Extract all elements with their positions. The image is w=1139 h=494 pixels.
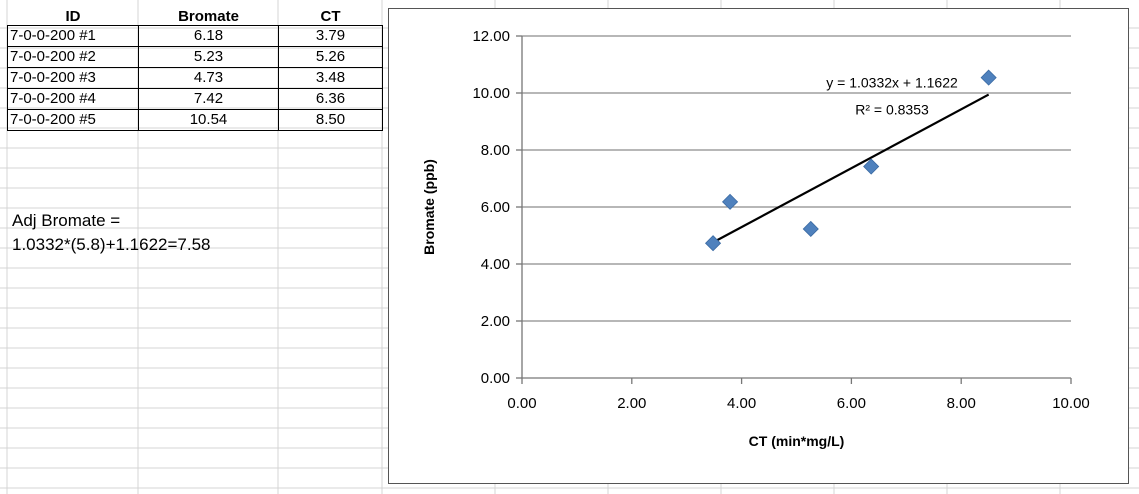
cell-bromate[interactable]: 6.18 bbox=[138, 25, 279, 47]
header-id[interactable]: ID bbox=[7, 8, 139, 26]
adjusted-bromate-formula: 1.0332*(5.8)+1.1622=7.58 bbox=[12, 235, 211, 254]
y-tick-label: 0.00 bbox=[481, 370, 510, 387]
data-point[interactable] bbox=[802, 220, 819, 238]
y-axis-ticks: 0.00 2.00 4.00 6.00 8.00 10.00 12.00 bbox=[472, 28, 522, 387]
x-tick-label: 8.00 bbox=[947, 395, 976, 412]
gridlines bbox=[522, 35, 1071, 322]
table-row: 7-0-0-200 #5 10.54 8.50 bbox=[7, 109, 383, 131]
cell-ct[interactable]: 8.50 bbox=[278, 109, 383, 131]
cell-id[interactable]: 7-0-0-200 #1 bbox=[7, 25, 139, 47]
adjusted-bromate-line1: Adj Bromate = bbox=[12, 211, 121, 230]
cell-bromate[interactable]: 4.73 bbox=[138, 67, 279, 89]
table-row: 7-0-0-200 #3 4.73 3.48 bbox=[7, 67, 383, 89]
cell-bromate[interactable]: 5.23 bbox=[138, 46, 279, 68]
table-row: 7-0-0-200 #2 5.23 5.26 bbox=[7, 46, 383, 68]
table-header-row: ID Bromate CT bbox=[7, 8, 383, 26]
data-point[interactable] bbox=[722, 193, 739, 210]
y-tick-label: 10.00 bbox=[472, 85, 510, 102]
data-point[interactable] bbox=[704, 235, 722, 252]
cell-ct[interactable]: 3.48 bbox=[278, 67, 383, 89]
cell-ct[interactable]: 5.26 bbox=[278, 46, 383, 68]
header-bromate[interactable]: Bromate bbox=[138, 8, 279, 26]
trendline-equation[interactable]: y = 1.0332x + 1.1622 bbox=[826, 74, 958, 90]
y-tick-label: 8.00 bbox=[481, 142, 510, 159]
cell-id[interactable]: 7-0-0-200 #4 bbox=[7, 88, 139, 110]
scatter-chart: 0.00 2.00 4.00 6.00 8.00 10.00 12.00 0.00 2.00 4… bbox=[421, 28, 1090, 449]
table-row: 7-0-0-200 #1 6.18 3.79 bbox=[7, 25, 383, 47]
x-tick-label: 4.00 bbox=[727, 395, 756, 412]
y-axis-title: Bromate (ppb) bbox=[421, 159, 437, 255]
x-tick-label: 0.00 bbox=[507, 395, 536, 412]
header-ct[interactable]: CT bbox=[278, 8, 383, 26]
cell-id[interactable]: 7-0-0-200 #2 bbox=[7, 46, 139, 68]
data-table: ID Bromate CT 7-0-0-200 #1 6.18 3.79 7-0… bbox=[7, 8, 383, 131]
x-tick-label: 10.00 bbox=[1052, 395, 1090, 412]
trendline[interactable] bbox=[712, 93, 990, 244]
x-tick-label: 2.00 bbox=[617, 395, 646, 412]
data-point[interactable] bbox=[863, 158, 880, 175]
cell-id[interactable]: 7-0-0-200 #5 bbox=[7, 109, 139, 131]
table-row: 7-0-0-200 #4 7.42 6.36 bbox=[7, 88, 383, 110]
chart-area[interactable]: 0.00 2.00 4.00 6.00 8.00 10.00 12.00 0.00 2.00 4… bbox=[388, 8, 1129, 484]
data-points bbox=[704, 69, 997, 252]
adjusted-bromate-note[interactable]: Adj Bromate = 1.0332*(5.8)+1.1622=7.58 bbox=[12, 209, 211, 257]
x-axis-ticks: 0.00 2.00 4.00 6.00 8.00 10.00 bbox=[507, 378, 1090, 412]
y-tick-label: 4.00 bbox=[481, 256, 510, 273]
x-tick-label: 6.00 bbox=[837, 395, 866, 412]
y-tick-label: 2.00 bbox=[481, 313, 510, 330]
x-axis-title: CT (min*mg/L) bbox=[749, 433, 845, 449]
cell-id[interactable]: 7-0-0-200 #3 bbox=[7, 67, 139, 89]
y-tick-label: 12.00 bbox=[472, 28, 510, 45]
y-tick-label: 6.00 bbox=[481, 199, 510, 216]
cell-ct[interactable]: 6.36 bbox=[278, 88, 383, 110]
trendline-r-squared[interactable]: R² = 0.8353 bbox=[855, 101, 929, 117]
cell-ct[interactable]: 3.79 bbox=[278, 25, 383, 47]
cell-bromate[interactable]: 10.54 bbox=[138, 109, 279, 131]
cell-bromate[interactable]: 7.42 bbox=[138, 88, 279, 110]
data-point[interactable] bbox=[980, 69, 997, 86]
